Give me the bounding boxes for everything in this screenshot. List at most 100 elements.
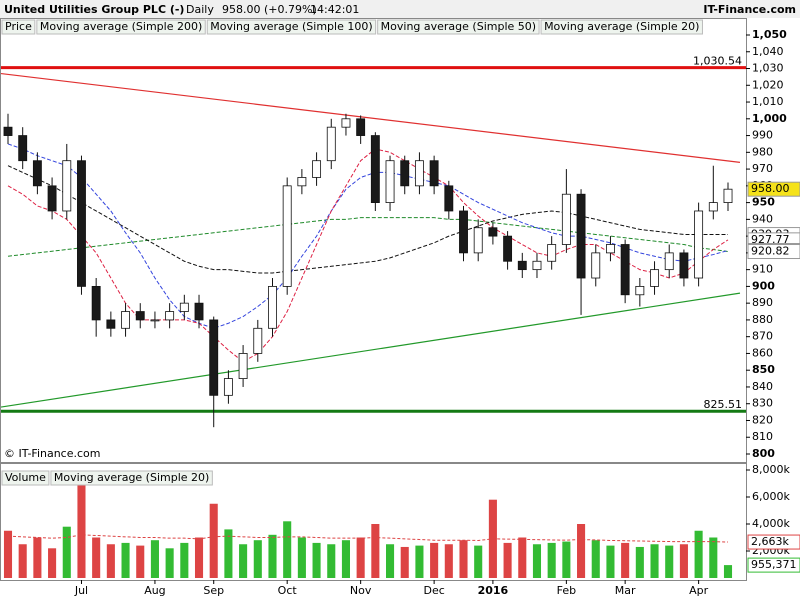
x-tick-label: Nov: [350, 584, 372, 597]
volume-bar: [239, 544, 248, 578]
volume-bar: [180, 542, 189, 578]
legend-entry: Volume: [5, 471, 46, 484]
volume-bar: [194, 537, 204, 578]
x-tick-label: Apr: [689, 584, 709, 597]
volume-bar: [606, 545, 615, 578]
legend-box: [377, 19, 540, 35]
copyright: © IT-Finance.com: [4, 447, 101, 460]
value-badge-label: 955,371: [751, 558, 797, 571]
candle-body: [121, 311, 130, 329]
value-badge: [747, 534, 800, 550]
candle-body: [650, 269, 659, 287]
volume-bar: [444, 544, 453, 578]
volume-bar: [33, 537, 42, 578]
x-tick-label: Dec: [423, 584, 444, 597]
legend-entry: Moving average (Simple 200): [40, 20, 202, 33]
volume-bar: [591, 540, 600, 578]
y-tick-label: 940: [752, 212, 773, 225]
volume-bar: [650, 544, 659, 578]
moving-average: [7, 148, 729, 363]
horizontal-line-label: 825.51: [704, 398, 743, 411]
candle-body: [708, 202, 718, 212]
candle-body: [165, 311, 175, 321]
site: IT-Finance.com: [703, 3, 796, 16]
y-tick-label: 870: [752, 330, 773, 343]
candle-body: [429, 160, 439, 187]
value-badge-label: 958.00: [751, 182, 790, 195]
legend-entry: Price: [5, 20, 32, 33]
volume-bar: [209, 503, 218, 578]
legend-box: [1, 470, 50, 486]
candle-body: [297, 177, 307, 187]
y-tick-label: 860: [752, 346, 773, 359]
x-tick-label: Jul: [74, 584, 88, 597]
candle-body: [517, 260, 527, 271]
y-tick-label: 810: [752, 430, 773, 443]
volume-bar: [297, 537, 306, 578]
y-tick-label: 1,000: [752, 112, 787, 125]
candle-body: [723, 188, 733, 204]
candle-body: [150, 319, 160, 322]
y-tick-label: 1,040: [752, 45, 784, 58]
moving-average: [7, 143, 729, 329]
volume-bar: [415, 545, 424, 578]
y-tick-label: 910: [752, 263, 773, 276]
volume-bar: [77, 480, 86, 578]
volume-bar: [356, 537, 365, 578]
volume-bar: [62, 526, 71, 578]
y-tick-label: 820: [752, 413, 773, 426]
legend-entry: Moving average (Simple 50): [381, 20, 536, 33]
value-badge: [747, 244, 800, 260]
candle-body: [473, 227, 483, 254]
volume-bar: [18, 544, 27, 578]
volume-bar: [532, 544, 542, 578]
volume-bar: [150, 540, 159, 578]
chart-title: United Utilities Group PLC (-): [4, 3, 184, 16]
volume-bar: [723, 565, 733, 578]
y-tick-label: 1,050: [752, 28, 787, 41]
candle-body: [635, 285, 645, 296]
volume-bar: [121, 542, 130, 578]
quote: 958.00 (+0.79%): [222, 3, 317, 16]
candle-body: [370, 135, 380, 203]
moving-average: [7, 534, 729, 543]
candle-body: [135, 311, 145, 321]
value-badge: [747, 181, 800, 197]
volume-bar: [371, 524, 380, 578]
volume-bar: [665, 545, 674, 578]
volume-bar: [48, 548, 57, 578]
y-tick-label: 1,030: [752, 62, 784, 75]
candle-body: [561, 193, 571, 245]
volume-bar: [136, 545, 145, 578]
volume-bar: [224, 529, 233, 578]
candle-body: [282, 185, 292, 287]
volume-bar: [621, 542, 630, 578]
legend-box: [1, 19, 36, 35]
horizontal-line-label: 1,030.54: [693, 55, 742, 68]
value-badge: [747, 557, 800, 573]
price-panel: [0, 18, 747, 463]
y-tick-label: 4,000k: [752, 517, 790, 530]
candle-body: [106, 319, 116, 329]
y-tick-label: 880: [752, 313, 773, 326]
y-tick-label: 8,000k: [752, 463, 790, 476]
value-badge-label: 2,663k: [751, 535, 789, 548]
x-tick-label: Sep: [203, 584, 224, 597]
candle-body: [341, 118, 351, 128]
volume-bar: [709, 537, 718, 578]
x-tick-label: Aug: [144, 584, 165, 597]
volume-bar: [341, 540, 350, 578]
x-tick-label: Mar: [615, 584, 636, 597]
y-tick-label: 850: [752, 363, 775, 376]
volume-bar: [92, 537, 101, 578]
candle-body: [62, 160, 72, 212]
y-tick-label: 6,000k: [752, 490, 790, 503]
volume-bar: [679, 544, 688, 578]
candle-body: [238, 353, 248, 379]
volume-bar: [635, 546, 644, 578]
volume-bar: [253, 540, 262, 578]
candle-body: [576, 193, 586, 279]
volume-bar: [459, 540, 468, 578]
